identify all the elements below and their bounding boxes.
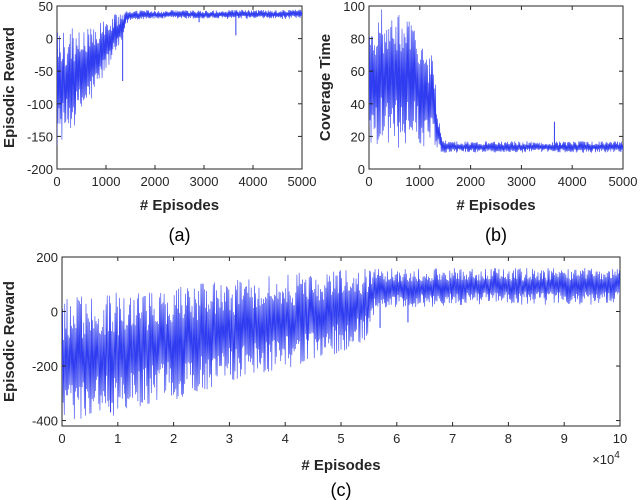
- y-tick-label: -100: [27, 97, 53, 112]
- x-tick-label: 4000: [239, 174, 268, 189]
- x-tick-label: 2000: [141, 174, 170, 189]
- series-line: [62, 268, 620, 419]
- x-tick-label: 0: [53, 174, 60, 189]
- y-tick-label: -200: [27, 162, 53, 177]
- series-line: [369, 9, 623, 153]
- subfigure-caption: (a): [169, 225, 191, 245]
- x-tick-label: 1: [114, 431, 121, 446]
- y-tick-label: 200: [36, 250, 58, 265]
- chart-b: 0 1000 2000 3000 4000 5000 0 20 40 60 80 100 # Episo…: [317, 0, 637, 245]
- x-tick-label: 1000: [92, 174, 121, 189]
- plot-area: [56, 5, 303, 170]
- y-tick-label: 40: [351, 97, 365, 112]
- y-axis-label: Episodic Reward: [1, 281, 18, 402]
- x-tick-label: 3: [226, 431, 233, 446]
- chart-a: 0 1000 2000 3000 4000 5000 -200 -150 -100 -50 0 50 #…: [1, 0, 316, 245]
- y-tick-label: 60: [351, 64, 365, 79]
- y-tick-label: -400: [32, 414, 58, 429]
- chart-c: 0 1 2 3 4 5 6 7 8 9 10 -400 -200 0 200 ×104 # Episodes Ep…: [1, 250, 627, 500]
- x-tick-label: 5: [337, 431, 344, 446]
- y-axis-label: Coverage Time: [317, 34, 334, 141]
- y-tick-label: 0: [51, 305, 58, 320]
- x-tick-label: 4: [282, 431, 289, 446]
- y-tick-label: 20: [351, 129, 365, 144]
- y-tick-label: 50: [39, 0, 53, 14]
- x-axis-label: # Episodes: [140, 197, 219, 214]
- x-tick-label: 2: [170, 431, 177, 446]
- x-axis-label: # Episodes: [301, 457, 380, 474]
- y-axis-label: Episodic Reward: [1, 27, 18, 148]
- x-tick-label: 3000: [190, 174, 219, 189]
- y-tick-label: 0: [358, 162, 365, 177]
- x-tick-label: 3000: [507, 174, 536, 189]
- x-tick-label: 4000: [558, 174, 587, 189]
- subfigure-caption: (b): [485, 225, 507, 245]
- x-tick-label: 10: [613, 431, 627, 446]
- y-tick-label: 100: [343, 0, 365, 14]
- subfigure-caption: (c): [331, 480, 352, 500]
- x-tick-label: 5000: [288, 174, 317, 189]
- y-tick-label: -150: [27, 129, 53, 144]
- x-tick-label: 7: [449, 431, 456, 446]
- y-tick-label: 0: [46, 32, 53, 47]
- x-tick-label: 0: [365, 174, 372, 189]
- x-exponent: ×104: [592, 450, 620, 467]
- x-tick-label: 2000: [456, 174, 485, 189]
- x-tick-label: 1000: [405, 174, 434, 189]
- y-tick-label: -200: [32, 359, 58, 374]
- series-line: [57, 9, 302, 146]
- y-tick-label: -50: [34, 64, 53, 79]
- x-tick-label: 9: [561, 431, 568, 446]
- x-tick-label: 8: [505, 431, 512, 446]
- y-tick-label: 80: [351, 32, 365, 47]
- x-tick-label: 6: [393, 431, 400, 446]
- x-tick-label: 5000: [609, 174, 638, 189]
- x-axis-label: # Episodes: [456, 197, 535, 214]
- x-tick-label: 0: [58, 431, 65, 446]
